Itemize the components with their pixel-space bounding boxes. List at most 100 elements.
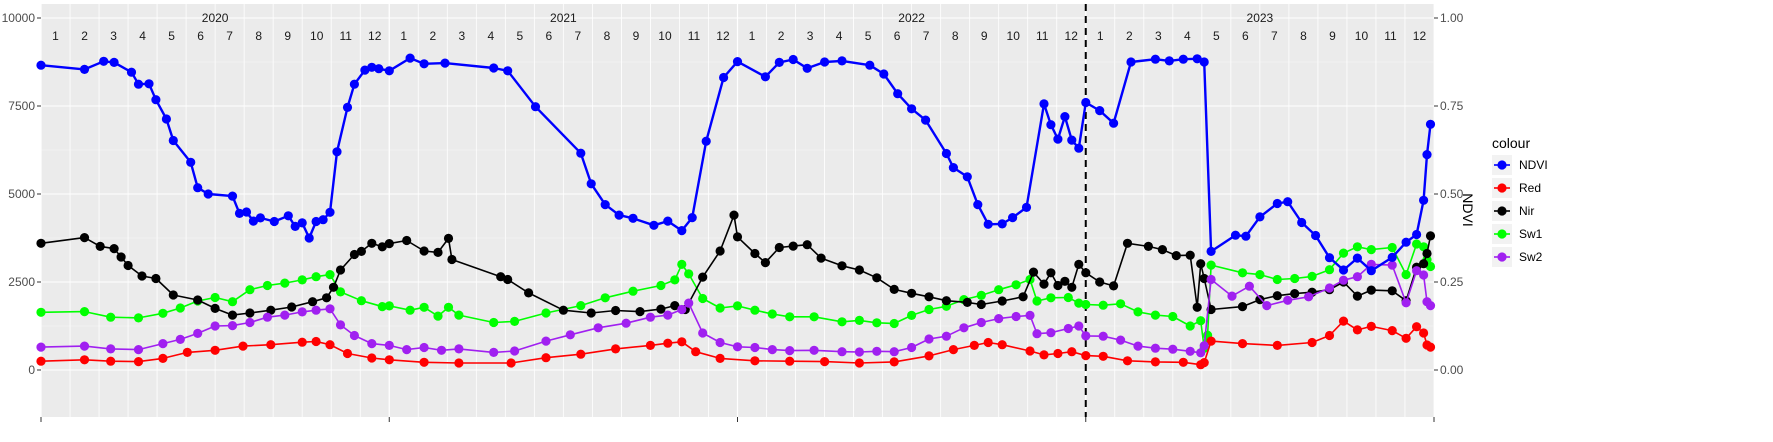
series-sw1 bbox=[36, 239, 1436, 353]
ndvi-point bbox=[1324, 253, 1335, 263]
year-label: 2021 bbox=[550, 11, 577, 25]
series-nir bbox=[36, 210, 1436, 320]
month-label: 1 bbox=[749, 29, 756, 43]
month-label: 6 bbox=[894, 29, 901, 43]
sw1-point bbox=[489, 317, 499, 328]
sw2-point bbox=[419, 342, 429, 353]
sw1-point bbox=[809, 312, 819, 322]
legend-item-sw2: Sw2 bbox=[1492, 247, 1543, 267]
series-ndvi bbox=[36, 53, 1436, 276]
sw2-point bbox=[227, 321, 238, 331]
red-point bbox=[1401, 333, 1411, 343]
sw2-point bbox=[1304, 292, 1314, 302]
ndvi-point bbox=[820, 57, 830, 67]
sw1-point bbox=[1116, 299, 1126, 309]
nir-point bbox=[816, 253, 826, 263]
ndvi-point bbox=[349, 79, 359, 89]
ndvi-point bbox=[1109, 118, 1119, 128]
nir-point bbox=[151, 273, 161, 284]
sw2-point bbox=[1133, 341, 1143, 351]
sw2-point bbox=[1387, 260, 1397, 270]
nir-point bbox=[1237, 302, 1248, 312]
red-point bbox=[645, 340, 656, 350]
ndvi-point bbox=[1419, 195, 1429, 205]
nir-point bbox=[1192, 302, 1202, 312]
red-point bbox=[1352, 325, 1362, 335]
red-point bbox=[384, 355, 394, 365]
red-point bbox=[297, 337, 307, 347]
sw1-point bbox=[576, 301, 586, 311]
ndvi-point bbox=[318, 215, 328, 225]
nir-point bbox=[1196, 259, 1206, 269]
month-label: 10 bbox=[310, 29, 324, 43]
ndvi-point bbox=[1297, 217, 1307, 228]
y-tick-label: 10000 bbox=[2, 11, 36, 25]
sw1-point bbox=[175, 303, 185, 313]
sw1-point bbox=[1412, 239, 1422, 249]
sw1-point bbox=[335, 287, 346, 297]
red-point bbox=[715, 353, 725, 363]
sw1-point bbox=[1324, 265, 1335, 275]
nir-point bbox=[1095, 277, 1105, 287]
year-labels: 2020 2021 2022 2023 bbox=[202, 11, 1274, 25]
month-label: 4 bbox=[139, 29, 146, 43]
ndvi-point bbox=[1206, 246, 1216, 256]
sw2-point bbox=[349, 330, 359, 341]
sw1-point bbox=[976, 290, 986, 300]
sw1-point bbox=[509, 316, 520, 326]
sw1-point bbox=[1081, 299, 1091, 310]
month-label: 8 bbox=[952, 29, 959, 43]
nir-point bbox=[335, 265, 346, 275]
nir-point bbox=[328, 282, 339, 292]
sw1-point bbox=[907, 310, 917, 320]
month-label: 9 bbox=[981, 29, 988, 43]
red-point bbox=[325, 340, 335, 350]
sw1-point bbox=[1063, 292, 1073, 303]
month-label: 3 bbox=[1155, 29, 1162, 43]
red-point bbox=[1307, 337, 1317, 348]
month-label: 6 bbox=[546, 29, 553, 43]
ndvi-point bbox=[332, 147, 342, 157]
month-label: 7 bbox=[575, 29, 582, 43]
sw1-point bbox=[1150, 310, 1160, 320]
ndvi-point bbox=[109, 57, 119, 67]
sw2-point bbox=[663, 310, 673, 320]
sw2-point bbox=[1074, 321, 1084, 331]
sw1-point bbox=[262, 280, 272, 291]
ndvi-point bbox=[1401, 237, 1411, 247]
ndvi-point bbox=[1199, 57, 1209, 67]
sw2-point bbox=[245, 317, 255, 328]
nir-point bbox=[1074, 259, 1084, 269]
red-point bbox=[611, 344, 621, 354]
ndvi-point bbox=[440, 58, 450, 68]
month-label: 4 bbox=[487, 29, 494, 43]
sw2-point bbox=[1046, 328, 1056, 338]
red-point bbox=[1272, 340, 1282, 350]
sw2-point bbox=[677, 304, 687, 315]
legend-label: Red bbox=[1519, 181, 1541, 195]
sw1-point bbox=[1133, 307, 1143, 317]
red-point bbox=[1412, 322, 1422, 332]
sw1-point bbox=[443, 302, 454, 312]
sw1-point bbox=[325, 270, 335, 280]
y2-tick-label: 1.00 bbox=[1440, 11, 1464, 25]
red-point bbox=[785, 356, 795, 366]
sw2-point bbox=[1196, 348, 1206, 358]
legend-key-point bbox=[1497, 229, 1507, 239]
sw1-point bbox=[1387, 242, 1397, 253]
ndvi-point bbox=[290, 221, 300, 231]
ndvi-point bbox=[241, 207, 252, 217]
year-label: 2020 bbox=[202, 11, 229, 25]
sw2-point bbox=[193, 328, 203, 338]
red-point bbox=[210, 345, 220, 355]
sw2-point bbox=[402, 345, 412, 355]
nir-point bbox=[1039, 279, 1049, 289]
sw2-point bbox=[750, 342, 760, 353]
sw1-point bbox=[133, 313, 144, 323]
sw1-point bbox=[1255, 270, 1265, 280]
ndvi-point bbox=[701, 136, 711, 146]
sw1-point bbox=[280, 278, 290, 288]
red-point bbox=[342, 348, 353, 359]
red-point bbox=[367, 353, 377, 363]
ndvi-point bbox=[1126, 57, 1136, 67]
